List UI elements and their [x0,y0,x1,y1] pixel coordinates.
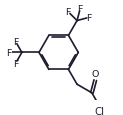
Text: F: F [65,8,71,17]
Text: F: F [13,59,18,68]
Text: F: F [78,5,83,14]
Text: F: F [86,14,92,23]
Text: F: F [13,38,18,47]
Text: O: O [92,70,99,79]
Text: Cl: Cl [94,106,104,115]
Text: F: F [7,49,12,57]
